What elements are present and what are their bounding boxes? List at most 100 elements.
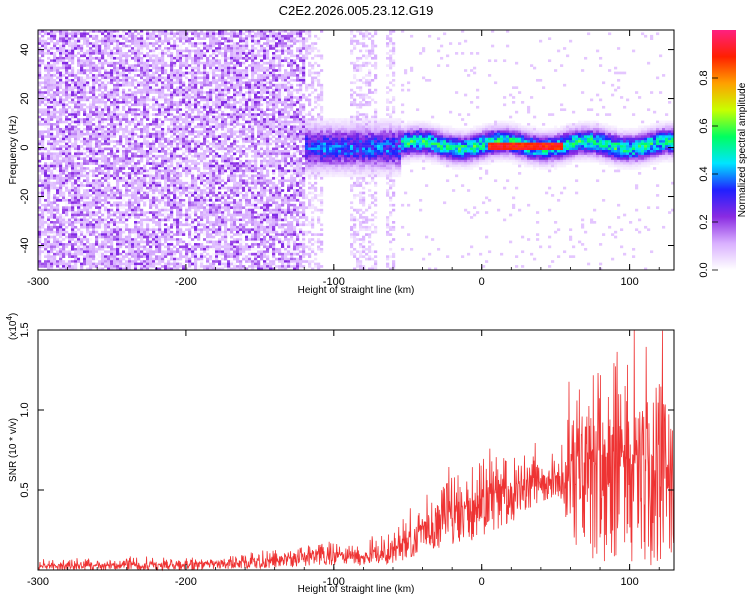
spectrogram-cell xyxy=(116,230,120,234)
spectrogram-cell xyxy=(170,267,174,271)
spectrogram-cell xyxy=(86,194,90,197)
spectrogram-cell xyxy=(176,262,180,266)
spectrogram-cell xyxy=(224,86,228,89)
spectrogram-cell xyxy=(230,172,234,175)
spectrogram-cell xyxy=(179,110,183,114)
spectrogram-cell xyxy=(170,74,174,77)
spectrogram-cell xyxy=(74,260,78,263)
spectrogram-cell xyxy=(74,32,78,36)
spectrogram-cell xyxy=(113,125,117,129)
spectrogram-cell xyxy=(53,194,57,197)
spectrogram-cell xyxy=(191,191,195,195)
spectrogram-cell xyxy=(59,191,63,195)
spectrogram-cell xyxy=(53,115,57,119)
spectrogram-cell xyxy=(137,61,141,65)
spectrogram-cell xyxy=(218,196,222,200)
spectrogram-cell xyxy=(98,30,102,33)
spectrogram-cell xyxy=(212,267,216,271)
spectrogram-cell xyxy=(200,162,204,165)
spectrogram-cell xyxy=(224,162,228,165)
spectrogram-cell xyxy=(38,159,42,163)
spectrogram-cell xyxy=(224,52,228,55)
spectrogram-cell xyxy=(143,152,147,156)
spectrogram-cell xyxy=(101,252,105,256)
spectrogram-cell xyxy=(164,172,168,175)
spectrogram-cell xyxy=(50,47,54,50)
spectrogram-cell xyxy=(164,189,168,192)
spectrogram-cell xyxy=(146,230,150,234)
spectrogram-cell xyxy=(182,191,186,195)
spectrogram-cell xyxy=(224,142,228,146)
spectrogram-cell xyxy=(104,137,108,141)
spectrogram-cell xyxy=(95,101,99,104)
spectrogram-cell xyxy=(86,49,90,53)
spectrogram-cell xyxy=(158,230,162,234)
spectrogram-cell xyxy=(53,255,57,258)
spectrogram-cell xyxy=(128,44,132,48)
spectrogram-cell xyxy=(230,189,234,192)
spectrogram-cell xyxy=(86,105,90,109)
spectrogram-cell xyxy=(77,32,81,36)
spectrogram-cell xyxy=(188,233,192,236)
spectrogram-cell xyxy=(230,228,234,232)
spectrogram-cell xyxy=(164,169,168,173)
spectrogram-cell xyxy=(155,196,159,200)
spectrogram-cell xyxy=(41,172,45,175)
spectrogram-cell xyxy=(194,44,198,48)
spectrogram-cell xyxy=(158,235,162,239)
spectrogram-cell xyxy=(104,235,108,239)
spectrogram-cell xyxy=(161,191,165,195)
spectrogram-cell xyxy=(95,135,99,138)
spectrogram-cell xyxy=(80,157,84,160)
spectrogram-cell xyxy=(41,30,45,33)
spectrogram-cell xyxy=(104,118,108,121)
spectrogram-cell xyxy=(83,238,87,241)
spectrogram-cell xyxy=(128,88,132,92)
spectrogram-cell xyxy=(38,247,42,251)
spectrogram-cell xyxy=(74,230,78,234)
spectrogram-cell xyxy=(191,132,195,136)
spectrogram-cell xyxy=(83,221,87,224)
spectrogram-cell xyxy=(125,157,129,160)
spectrogram-cell xyxy=(59,37,63,40)
spectrogram-cell xyxy=(179,101,183,104)
spectrogram-cell xyxy=(194,71,198,75)
spectrogram-cell xyxy=(53,86,57,89)
spectrogram-cell xyxy=(167,176,171,180)
spectrogram-cell xyxy=(44,120,48,124)
spectrogram-cell xyxy=(86,225,90,229)
spectrogram-cell xyxy=(227,213,231,217)
spectrogram-cell xyxy=(224,235,228,239)
spectrogram-cell xyxy=(185,93,189,97)
spectrogram-cell xyxy=(98,135,102,138)
spectrogram-cell xyxy=(227,247,231,251)
spectrogram-cell xyxy=(224,123,228,126)
spectrogram-cell xyxy=(191,140,195,143)
spectrogram-cell xyxy=(77,198,81,202)
spectrogram-cell xyxy=(173,88,177,92)
spectrogram-cell xyxy=(134,147,138,151)
spectrogram-cell xyxy=(182,213,186,217)
spectrogram-cell xyxy=(167,142,171,146)
spectrogram-cell xyxy=(170,30,174,33)
spectrogram-cell xyxy=(68,145,72,148)
spectrogram-cell xyxy=(122,255,126,258)
spectrogram-cell xyxy=(155,262,159,266)
spectrogram-cell xyxy=(143,186,147,190)
spectrogram-cell xyxy=(95,159,99,163)
spectrogram-cell xyxy=(152,243,156,246)
spectrogram-cell xyxy=(104,120,108,124)
spectrogram-cell xyxy=(98,265,102,268)
spectrogram-cell xyxy=(116,191,120,195)
spectrogram-cell xyxy=(47,83,51,87)
spectrogram-cell xyxy=(200,191,204,195)
spectrogram-cell xyxy=(137,216,141,219)
spectrogram-cell xyxy=(182,247,186,251)
spectrogram-cell xyxy=(188,81,192,85)
spectrogram-cell xyxy=(101,233,105,236)
spectrogram-cell xyxy=(74,157,78,160)
spectrogram-cell xyxy=(218,132,222,136)
spectrogram-cell xyxy=(68,140,72,143)
spectrogram-cell xyxy=(116,132,120,136)
spectrogram-cell xyxy=(155,103,159,107)
